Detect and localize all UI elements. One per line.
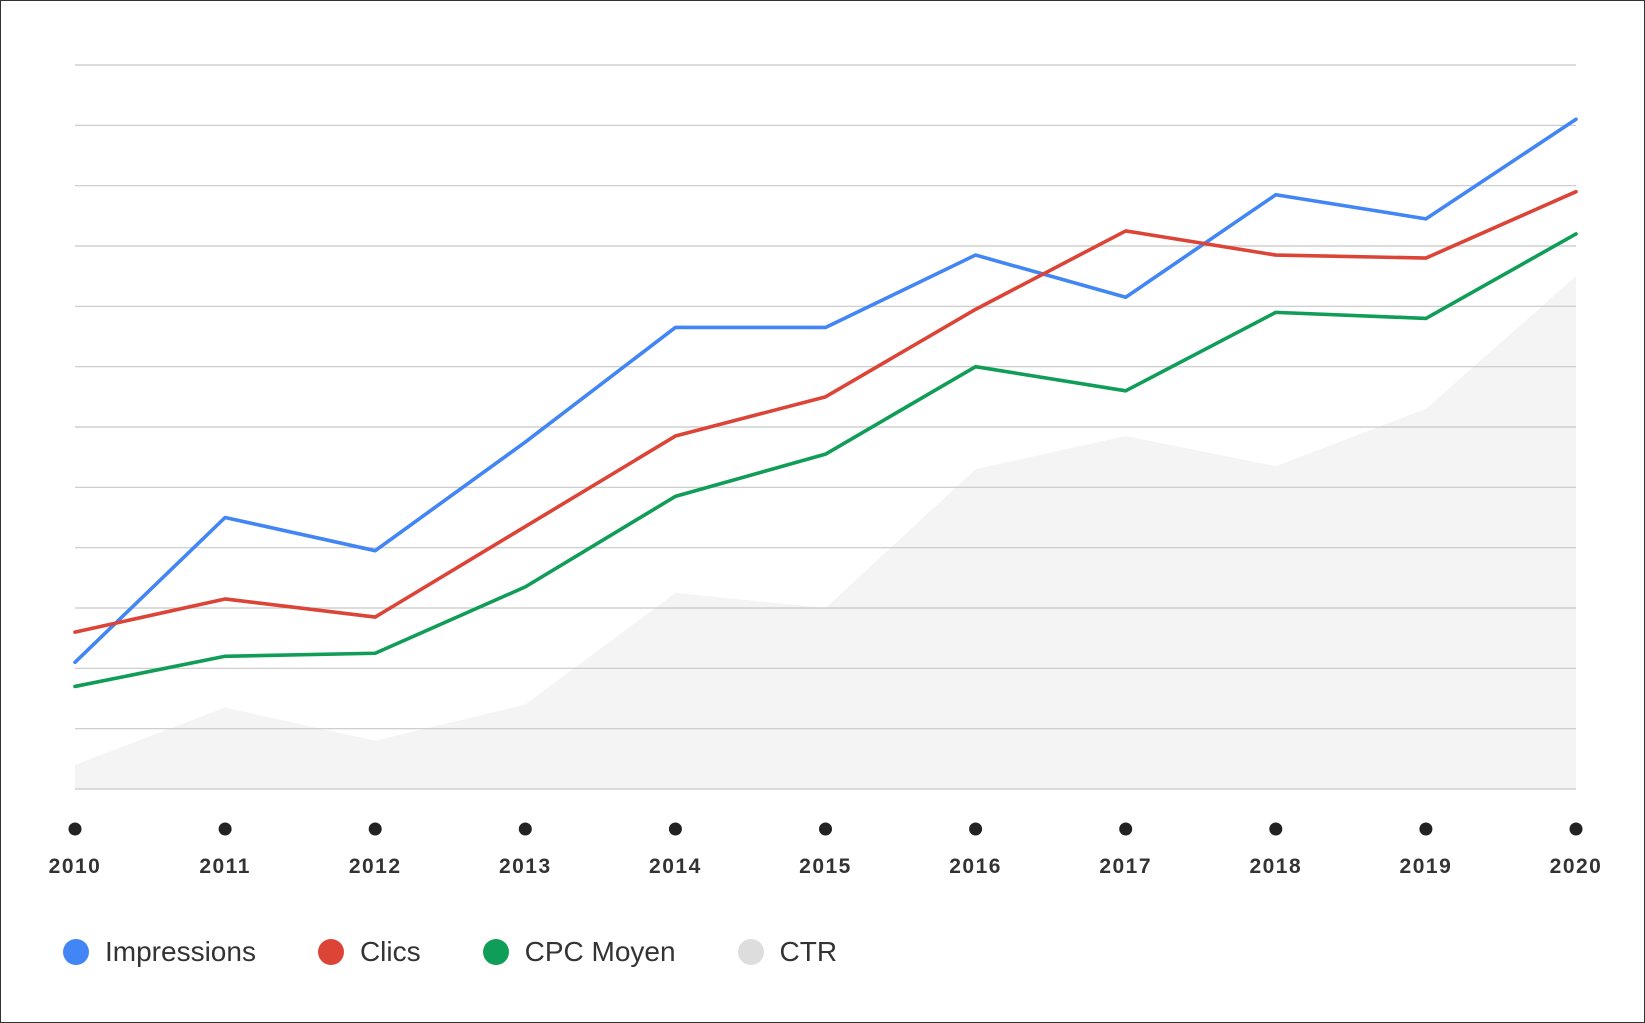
x-tick-label: 2011 [199,855,251,878]
legend-item-clics: Clics [317,936,421,968]
x-tick-dot [668,822,682,836]
legend-swatch [482,939,509,965]
x-tick-dot [1419,822,1433,836]
legend-swatch [737,939,764,965]
x-tick-label: 2012 [349,855,402,878]
series-lines [73,117,1578,689]
x-tick-label: 2018 [1249,855,1302,878]
x-tick-dot [68,822,82,836]
legend-label: CPC Moyen [524,936,676,967]
series-area-ctr [75,276,1576,790]
legend-label: CTR [779,936,838,967]
legend-item-cpc-moyen: CPC Moyen [482,936,676,968]
x-tick-dot [969,822,983,836]
x-tick-label: 2020 [1550,855,1603,878]
legend-swatch [317,939,344,965]
legend-label: Impressions [105,936,256,967]
x-tick-dot [819,822,832,836]
x-axis: 2010 2011 2012 2013 2014 2015 2016 2017 2018 2019… [49,822,1603,878]
x-tick-label: 2014 [649,855,702,878]
x-tick-dot [518,822,532,836]
legend-swatch [63,939,89,965]
x-tick-dot [218,822,232,836]
x-tick-label: 2015 [799,855,852,878]
series-line-impressions [73,117,1578,665]
x-tick-label: 2010 [49,855,102,878]
legend-label: Clics [359,936,421,967]
x-tick-label: 2013 [499,855,552,878]
legend-item-ctr: CTR [737,936,838,968]
legend: Impressions Clics CPC Moyen CTR [63,936,899,968]
series-line-cpc-moyen [73,232,1578,689]
x-tick-dot [1269,822,1283,836]
x-tick-dot [1569,822,1583,836]
x-tick-dot [1119,822,1133,836]
x-tick-label: 2017 [1099,855,1152,878]
x-tick-label: 2019 [1400,855,1453,878]
area-layer [75,276,1576,790]
x-tick-label: 2016 [949,855,1002,878]
gridlines [75,64,1576,790]
legend-item-impressions: Impressions [63,936,256,968]
x-tick-dot [368,822,382,836]
series-line-clics [73,189,1578,634]
